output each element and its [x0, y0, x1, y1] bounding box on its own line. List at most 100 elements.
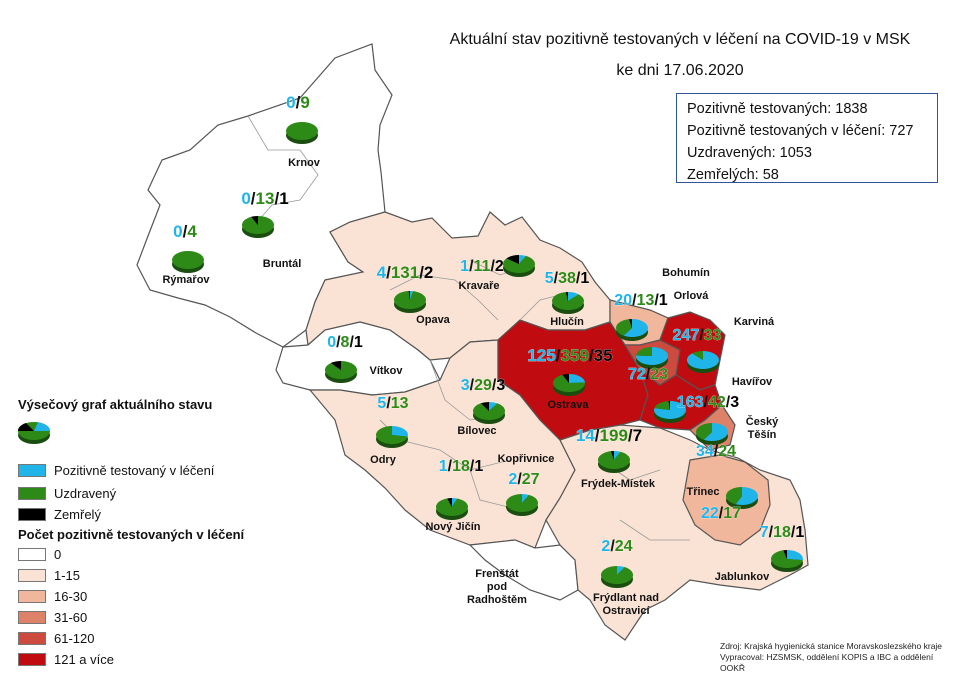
odry-name-line: Odry	[370, 454, 397, 466]
hlucin-count-recovered: 38	[558, 270, 576, 287]
hlucin-name-line: Hlučín	[550, 316, 584, 328]
bilovec-count-separator: /	[470, 377, 475, 394]
bruntal-pie-deaths	[251, 216, 258, 225]
frydlant-nad-ostravici-counts: 2/24	[601, 538, 632, 555]
hlucin-count-deaths: 1	[580, 270, 589, 287]
frenstat-pod-radhostem-name-line: pod	[487, 581, 507, 593]
source-line-1: Zdroj: Krajská hygienická stanice Moravs…	[720, 641, 943, 651]
orlova-count-recovered: 23	[650, 366, 668, 383]
region-rymarov: 0/4 Rýmařov	[162, 222, 210, 286]
frenstat-pod-radhostem-name-line: Radhoštěm	[467, 594, 527, 606]
bruntal-count-separator: /	[274, 189, 279, 208]
novy-jicin-counts: 1/18/1	[439, 458, 484, 475]
odry-pie-recovered	[376, 426, 408, 445]
jablunkov-count-separator: /	[791, 524, 796, 541]
legend-swatch	[18, 507, 46, 521]
bilovec-name: Bílovec	[457, 425, 496, 437]
hlucin-count-separator: /	[576, 270, 581, 287]
karvina-pie-active	[687, 350, 720, 369]
havirov-pie-deaths	[668, 401, 670, 410]
region-karvina: 247/33 Karviná	[672, 316, 775, 373]
rymarov-name: Rýmařov	[162, 274, 210, 286]
cesky-tesin-pie-recovered	[696, 423, 712, 440]
kravare-count-separator: /	[490, 258, 495, 275]
ostrava-count-separator: /	[556, 346, 561, 365]
legend-class-16-30: 16-30	[18, 588, 87, 604]
frydek-mistek-pie-deaths	[610, 451, 614, 460]
koprivnice-pie-active	[522, 494, 529, 503]
ostrava-count-active: 125	[527, 346, 555, 365]
rymarov-count-active: 0	[173, 222, 182, 241]
legend-label: 0	[54, 546, 62, 562]
ostrava-counts: 125/359/35	[527, 346, 612, 365]
legend-swatch	[18, 631, 46, 645]
opava-name-line: Opava	[416, 314, 451, 326]
bilovec-count-deaths: 3	[496, 377, 505, 394]
odry-count-recovered: 13	[391, 395, 409, 412]
region-krnov: 0/9 Krnov	[286, 93, 321, 169]
krnov-count-separator: /	[296, 93, 301, 112]
havirov-pie-active	[654, 401, 687, 419]
frydek-mistek-count-deaths: 7	[633, 426, 642, 445]
legend-label: Pozitivně testovaný v léčení	[54, 462, 215, 478]
ostrava-pie-active	[569, 374, 585, 383]
region-frydlant-nad-ostravici: 2/24 Frýdlant nad Ostravicí	[593, 538, 659, 617]
havirov-count-recovered: 42	[708, 394, 726, 411]
novy-jicin-count-separator: /	[470, 458, 475, 475]
bilovec-pie-deaths	[480, 402, 489, 411]
trinec-name-line: Třinec	[686, 486, 719, 498]
kravare-pie-active	[519, 255, 526, 264]
orlova-count-separator: /	[646, 366, 651, 383]
koprivnice-pie-recovered	[506, 494, 539, 512]
vitkov-count-separator: /	[336, 334, 341, 351]
havirov-pie-recovered	[654, 401, 670, 410]
pie-legend-sample-deaths	[17, 423, 34, 431]
frenstat-pod-radhostem-name: Frenštát pod Radhoštěm	[467, 568, 527, 606]
jablunkov-counts: 7/18/1	[760, 524, 805, 541]
trinec-pie-active	[735, 487, 758, 505]
trinec-count-separator: /	[719, 505, 724, 522]
jablunkov-pie-active	[787, 550, 803, 561]
krnov-counts: 0/9	[286, 93, 310, 112]
ostrava-pie-deaths	[562, 374, 569, 383]
legend-class-31-60: 31-60	[18, 609, 87, 625]
opava-count-recovered: 131	[391, 263, 419, 282]
stat-positive: Pozitivně testovaných: 1838	[687, 101, 868, 117]
pie-legend-sample-active	[34, 422, 51, 431]
legend-swatch	[18, 547, 46, 561]
map-date: ke dni 17.06.2020	[616, 62, 744, 79]
orlova-name-line: Orlová	[674, 290, 710, 302]
novy-jicin-pie-active	[452, 498, 457, 507]
trinec-counts: 22/17	[701, 505, 741, 522]
ostrava-pie-recovered	[553, 374, 585, 392]
bohumin-pie-recovered	[616, 319, 632, 336]
bilovec-name-line: Bílovec	[457, 425, 496, 437]
legend-class-1-15: 1-15	[18, 567, 80, 583]
cesky-tesin-counts: 34/24	[696, 443, 736, 460]
orlova-count-active: 72	[628, 366, 646, 383]
havirov-counts: 163/42/3	[677, 394, 739, 411]
frydek-mistek-pie-active	[614, 451, 621, 460]
trinec-count-recovered: 17	[723, 505, 741, 522]
odry-count-active: 5	[377, 395, 386, 412]
orlova-pie-recovered	[636, 347, 652, 356]
opava-pie-active	[410, 291, 413, 300]
hlucin-count-active: 5	[545, 270, 554, 287]
rymarov-count-separator: /	[183, 222, 188, 241]
orlova-name: Orlová	[674, 290, 710, 302]
kravare-name: Kravaře	[459, 280, 500, 292]
orlova-counts: 72/23	[628, 366, 668, 383]
jablunkov-count-recovered: 18	[773, 524, 791, 541]
hlucin-name: Hlučín	[550, 316, 584, 328]
karvina-count-active: 247	[673, 327, 700, 344]
hlucin-pie-active	[568, 292, 579, 301]
havirov-count-deaths: 3	[730, 394, 739, 411]
odry-counts: 5/13	[377, 395, 408, 412]
bilovec-pie-active	[489, 402, 498, 411]
